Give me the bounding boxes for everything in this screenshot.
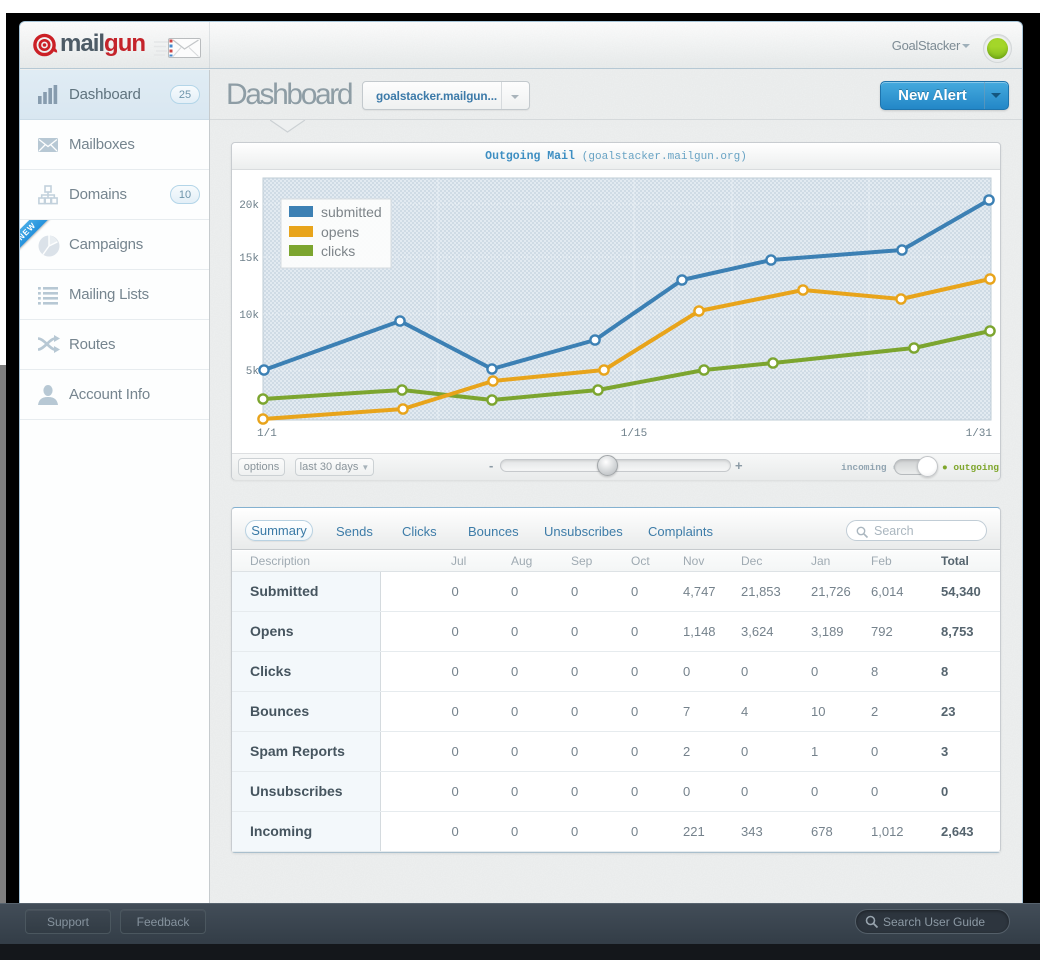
- svg-text:clicks: clicks: [321, 243, 355, 259]
- svg-text:1/31: 1/31: [966, 428, 993, 440]
- svg-text:1/1: 1/1: [257, 428, 277, 440]
- svg-text:1/15: 1/15: [621, 428, 647, 440]
- svg-text:opens: opens: [321, 224, 359, 240]
- svg-text:20k: 20k: [239, 200, 259, 212]
- svg-text:5k: 5k: [246, 366, 260, 378]
- svg-text:submitted: submitted: [321, 204, 382, 220]
- svg-text:15k: 15k: [239, 253, 259, 265]
- svg-text:10k: 10k: [239, 310, 259, 322]
